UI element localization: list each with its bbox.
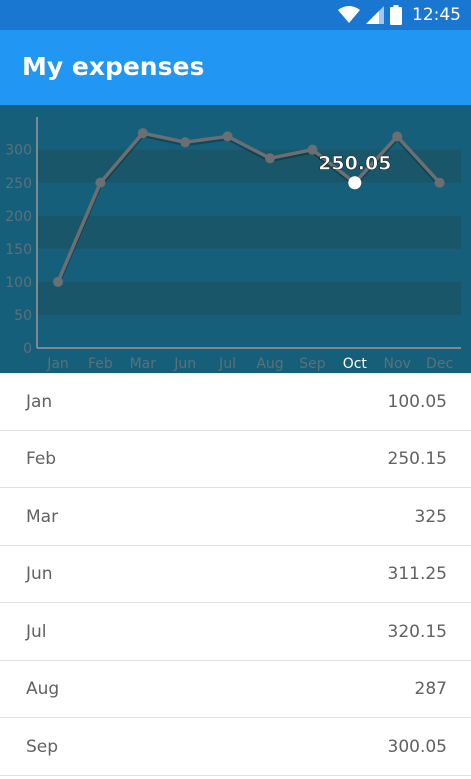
expense-amount: 311.25 <box>387 564 447 584</box>
data-point <box>222 131 233 142</box>
list-item[interactable]: Aug 287 <box>0 661 471 718</box>
status-icons: 12:45 <box>338 3 461 27</box>
list-item[interactable]: Sep 300.05 <box>0 718 471 776</box>
x-tick-label: Oct <box>343 356 368 372</box>
app-bar: My expenses <box>0 30 471 105</box>
y-tick-label: 100 <box>5 275 32 291</box>
grid-band <box>37 149 461 183</box>
list-item[interactable]: Mar 325 <box>0 488 471 546</box>
x-tick-label: Jan <box>46 356 69 372</box>
expenses-chart-svg: 0 50 100 150 200 250 300 Jan Feb Mar Jun Jul Aug Sep O… <box>5 117 461 372</box>
expense-amount: 300.05 <box>387 736 447 757</box>
data-point <box>95 177 106 188</box>
series-line <box>56 131 441 283</box>
cell-signal-icon <box>366 6 384 24</box>
data-point <box>434 177 445 188</box>
selected-data-point <box>348 176 362 190</box>
grid-band <box>37 281 461 315</box>
x-tick-label: Aug <box>256 356 283 372</box>
list-item[interactable]: Jan 100.05 <box>0 373 471 431</box>
y-tick-label: 150 <box>5 242 32 258</box>
status-time: 12:45 <box>412 5 461 25</box>
data-point <box>53 276 63 287</box>
expense-month: Jul <box>26 621 47 642</box>
x-tick-label: Mar <box>130 356 157 372</box>
x-tick-label: Jun <box>173 356 196 372</box>
x-tick-label: Feb <box>88 356 113 372</box>
y-tick-label: 250 <box>5 176 32 192</box>
y-tick-label: 200 <box>5 209 32 225</box>
x-tick-label: Sep <box>299 356 326 372</box>
x-tick-label: Jul <box>218 356 236 372</box>
data-point <box>137 128 148 139</box>
expense-amount: 100.05 <box>387 391 447 412</box>
data-point <box>307 144 318 155</box>
expense-amount: 287 <box>414 679 447 699</box>
data-point <box>180 137 191 148</box>
expense-month: Sep <box>26 736 59 757</box>
list-item[interactable]: Jul 320.15 <box>0 603 471 661</box>
expense-month: Feb <box>26 449 57 469</box>
expense-amount: 320.15 <box>387 621 447 642</box>
x-tick-label: Dec <box>426 356 453 372</box>
expense-month: Jan <box>26 391 53 412</box>
app-title: My expenses <box>22 52 205 81</box>
expenses-chart: 0 50 100 150 200 250 300 Jan Feb Mar Jun Jul Aug Sep O… <box>0 105 471 373</box>
status-bar: 12:45 <box>0 0 471 30</box>
battery-icon <box>390 5 402 25</box>
data-point <box>392 131 403 142</box>
list-item[interactable]: Jun 311.25 <box>0 546 471 603</box>
grid-band <box>37 215 461 249</box>
expense-month: Aug <box>26 679 60 699</box>
list-item[interactable]: Feb 250.15 <box>0 431 471 488</box>
expense-month: Mar <box>26 506 59 527</box>
y-tick-label: 50 <box>14 308 32 324</box>
y-tick-label: 300 <box>5 143 32 159</box>
wifi-icon <box>338 6 360 23</box>
expense-amount: 250.15 <box>387 449 447 469</box>
expense-amount: 325 <box>414 506 447 527</box>
expense-month: Jun <box>26 564 53 584</box>
selected-value-label: 250.05 <box>318 153 391 175</box>
data-point <box>265 153 275 164</box>
x-tick-label: Nov <box>384 356 411 372</box>
y-tick-label: 0 <box>23 341 32 357</box>
expense-list: Jan 100.05 Feb 250.15 Mar 325 Jun 311.25 Jul 320.… <box>0 373 471 776</box>
